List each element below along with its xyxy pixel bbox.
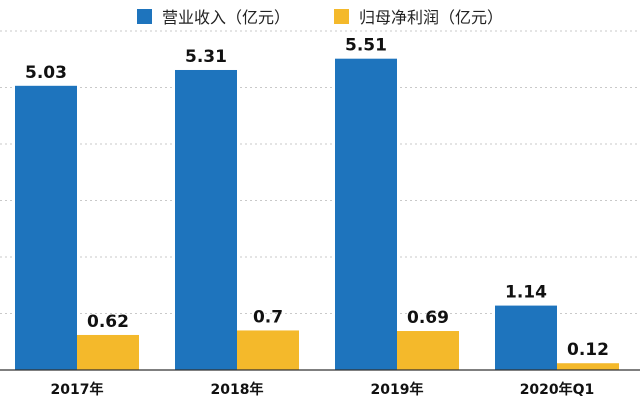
data-label-revenue-2: 5.51 — [345, 36, 387, 56]
data-label-revenue-1: 5.31 — [185, 47, 227, 67]
bar-net-profit-1 — [237, 330, 299, 370]
legend-swatch-revenue — [136, 8, 152, 24]
data-label-revenue-3: 1.14 — [505, 283, 547, 303]
x-tick-label-2: 2019年 — [371, 381, 424, 398]
x-tick-label-0: 2017年 — [51, 381, 104, 398]
chart-legend: 营业收入（亿元） 归母净利润（亿元） — [0, 4, 640, 28]
data-label-net-profit-2: 0.69 — [407, 308, 449, 328]
legend-item-net-profit: 归母净利润（亿元） — [334, 4, 503, 28]
x-tick-label-3: 2020年Q1 — [520, 381, 595, 398]
bar-revenue-2 — [335, 58, 397, 371]
bar-revenue-3 — [495, 305, 557, 370]
legend-swatch-net-profit — [334, 8, 349, 24]
bar-revenue-1 — [175, 69, 237, 371]
data-label-net-profit-1: 0.7 — [253, 307, 283, 327]
bar-net-profit-3 — [557, 363, 619, 370]
bar-net-profit-2 — [397, 331, 459, 370]
legend-label-net-profit: 归母净利润（亿元） — [359, 8, 504, 27]
data-label-net-profit-0: 0.62 — [87, 312, 129, 332]
legend-label-revenue: 营业收入（亿元） — [161, 8, 290, 27]
data-label-revenue-0: 5.03 — [25, 63, 67, 83]
legend-item-revenue: 营业收入（亿元） — [136, 4, 290, 28]
data-label-net-profit-3: 0.12 — [567, 340, 609, 360]
bar-net-profit-0 — [77, 334, 139, 370]
x-tick-label-1: 2018年 — [211, 381, 264, 398]
bar-revenue-0 — [15, 85, 77, 371]
